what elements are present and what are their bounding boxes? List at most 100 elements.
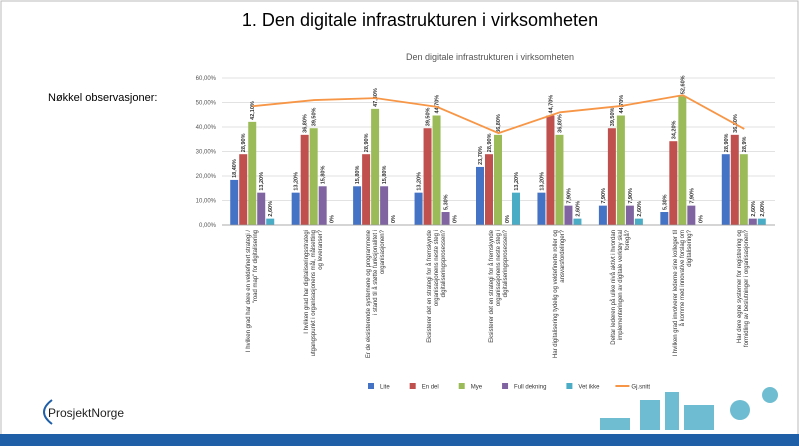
data-label: 2,60% xyxy=(637,201,643,217)
y-tick-label: 40,00% xyxy=(196,125,217,131)
data-label: 0% xyxy=(505,215,511,223)
data-label: 28,90% xyxy=(241,133,247,152)
data-label: 28,9% xyxy=(742,136,748,152)
bar xyxy=(687,205,696,225)
bar xyxy=(257,192,266,225)
bar xyxy=(266,218,275,225)
bar xyxy=(607,128,616,225)
legend-swatch xyxy=(409,383,416,389)
bar xyxy=(616,115,625,225)
y-tick-label: 50,00% xyxy=(196,101,217,107)
bar xyxy=(564,205,573,225)
x-tick-text: Har dere egne systemer for registrering … xyxy=(737,230,751,348)
bar xyxy=(678,96,687,225)
legend-swatch xyxy=(368,383,374,389)
bar xyxy=(669,141,678,225)
bar xyxy=(625,205,634,225)
side-label: Nøkkel observasjoner: xyxy=(48,92,157,104)
bar xyxy=(248,121,257,225)
bar xyxy=(353,186,362,225)
x-tick-text: Eksisterer det en strategi for å fremsky… xyxy=(426,230,447,343)
data-label: 0% xyxy=(391,215,397,223)
x-tick-text: Har digitalisering tydelig og veldefiner… xyxy=(552,230,566,359)
data-label: 39,50% xyxy=(610,107,616,126)
data-label: 44,70% xyxy=(548,95,554,114)
data-label: 0% xyxy=(330,215,336,223)
data-label: 13,20% xyxy=(514,172,520,191)
x-tick-text: Eksisterer det en strategi for å fremsky… xyxy=(488,230,508,343)
x-tick-label: I hvilken grad involverer lederne sine k… xyxy=(663,230,703,360)
bar xyxy=(748,218,757,225)
x-tick-text: I hvilken grad har dere en veldefinert s… xyxy=(245,230,259,353)
bar xyxy=(300,134,309,225)
legend-label: Mye xyxy=(471,385,483,391)
y-tick-label: 20,00% xyxy=(196,174,217,180)
data-label: 39,50% xyxy=(312,107,318,126)
x-tick-label: Deltar lederen på ulike nivå aktivt i hv… xyxy=(601,230,641,360)
bar xyxy=(546,115,555,225)
data-label: 28,90% xyxy=(724,133,730,152)
data-label: 15,80% xyxy=(382,166,388,185)
data-label: 34,20% xyxy=(671,120,677,139)
data-label: 0% xyxy=(698,215,704,223)
bar xyxy=(730,134,739,225)
legend-label: En del xyxy=(422,385,439,391)
bar xyxy=(555,134,564,225)
data-label: 18,40% xyxy=(232,159,238,178)
legend-swatch xyxy=(566,383,573,389)
slide-title: 1. Den digitale infrastrukturen i virkso… xyxy=(242,10,598,30)
x-tick-label: Eksisterer det en strategi for å fremsky… xyxy=(479,230,519,360)
bar xyxy=(432,115,441,225)
bar xyxy=(476,166,484,225)
bar xyxy=(239,154,248,225)
bar xyxy=(573,218,582,225)
bar xyxy=(598,205,607,225)
footer-band xyxy=(0,434,799,446)
legend-label: Lite xyxy=(380,385,390,391)
bar xyxy=(660,212,669,225)
data-label: 44,70% xyxy=(435,95,441,114)
bar xyxy=(291,192,300,225)
data-label: 42,10% xyxy=(250,101,256,120)
data-label: 44,70% xyxy=(619,95,625,114)
bar xyxy=(721,154,730,225)
chart-title: Den digitale infrastrukturen i virksomhe… xyxy=(406,52,574,62)
bar xyxy=(423,128,432,225)
data-label: 7,90% xyxy=(689,188,695,204)
x-tick-text: I hvilken grad har digitaliseringsstrate… xyxy=(303,230,324,357)
line xyxy=(252,94,745,135)
data-label: 2,60% xyxy=(751,201,757,217)
bar xyxy=(494,134,502,225)
logo: ProsjektNorge xyxy=(48,406,124,420)
data-label: 2,60% xyxy=(760,201,766,217)
x-tick-label: I hvilken grad har digitaliseringsstrate… xyxy=(294,230,334,360)
y-tick-label: 0,00% xyxy=(199,223,217,229)
y-tick-label: 10,00% xyxy=(196,199,217,205)
data-label: 7,90% xyxy=(628,188,634,204)
legend-swatch xyxy=(502,383,509,389)
y-tick-label: 30,00% xyxy=(196,150,217,156)
data-label: 36,80% xyxy=(557,114,563,133)
logo-mark xyxy=(43,399,53,425)
data-label: 2,60% xyxy=(268,201,274,217)
data-label: 2,60% xyxy=(575,201,581,217)
data-label: 15,80% xyxy=(321,166,327,185)
x-tick-text: I hvilken grad involverer lederne sine k… xyxy=(672,230,693,357)
data-label: 7,90% xyxy=(601,188,607,204)
bar xyxy=(739,154,748,225)
bar xyxy=(414,192,423,225)
bar xyxy=(512,192,520,225)
bar xyxy=(537,192,546,225)
bar xyxy=(318,186,327,225)
x-tick-label: Eksisterer det en strategi for å fremsky… xyxy=(417,230,457,360)
data-label: 13,20% xyxy=(259,172,265,191)
data-label: 23,70% xyxy=(478,146,484,165)
legend-label: Vet ikke xyxy=(578,385,600,391)
legend-label: Gj.snitt xyxy=(631,385,650,391)
data-label: 5,30% xyxy=(662,194,668,210)
data-label: 13,20% xyxy=(417,172,423,191)
x-tick-label: Har digitalisering tydelig og veldefiner… xyxy=(540,230,580,360)
legend-swatch xyxy=(458,383,465,389)
bar xyxy=(441,212,450,225)
